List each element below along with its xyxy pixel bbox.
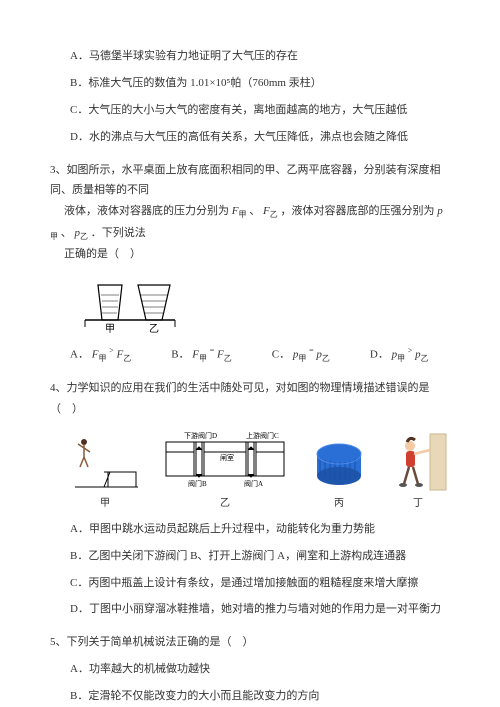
q4-option-c: C．丙图中瓶盖上设计有条纹，是通过增加接触面的粗糙程度来增大摩擦 — [70, 573, 450, 594]
q5-option-a: A．功率越大的机械做功越快 — [70, 659, 450, 680]
q3-stem-line3: 正确的是（ ） — [64, 248, 141, 260]
svg-text:上游阀门C: 上游阀门C — [246, 431, 279, 440]
q2-option-a: A．马德堡半球实验有力地证明了大气压的存在 — [70, 46, 450, 67]
q5-stem: 5、下列关于简单机械说法正确的是（ ） — [50, 632, 450, 653]
containers-svg: 甲 乙 — [80, 275, 180, 335]
q4-option-d: D．丁图中小丽穿溜冰鞋推墙，她对墙的推力与墙对她的作用力是一对平衡力 — [70, 599, 450, 620]
q4-option-a: A．甲图中跳水运动员起跳后上升过程中，动能转化为重力势能 — [70, 519, 450, 540]
q2-option-b: B．标准大气压的数值为 1.01×10⁵帕（760mm 汞柱） — [70, 73, 450, 94]
q3-choice-d: D． p甲 > p乙 — [370, 343, 429, 366]
q4-option-b: B．乙图中关闭下游阀门 B、打开上游阀门 A，闸室和上游构成连通器 — [70, 546, 450, 567]
q2-option-c: C．大气压的大小与大气的密度有关，离地面越高的地方，大气压越低 — [70, 100, 450, 121]
fig-bing: 丙 — [310, 434, 368, 513]
q3-stem-seg4: ．下列说法 — [91, 227, 146, 239]
svg-text:下游阀门D: 下游阀门D — [184, 431, 217, 440]
q4-stem: 4、力学知识的应用在我们的生活中随处可见，对如图的物理情境描述错误的是（ ） — [50, 378, 450, 420]
fig-jia: 甲 — [70, 432, 140, 513]
cap-yi: 乙 — [149, 323, 159, 335]
q3-choice-a: A． F甲 > F乙 — [70, 343, 131, 366]
q3-choices: A． F甲 > F乙 B． F甲 = F乙 C． p甲 = p乙 D． p甲 >… — [70, 343, 450, 366]
svg-text:闸室: 闸室 — [220, 453, 234, 462]
q3-figure: 甲 乙 — [80, 275, 450, 335]
q3-stem-seg3: ，液体对容器底部的压强分别为 — [280, 205, 437, 217]
fig-ding: 丁 — [388, 432, 448, 513]
fig-yi: 下游阀门D 上游阀门C 闸室 阀门B 阀门A 乙 — [160, 430, 290, 513]
svg-text:阀门B: 阀门B — [188, 479, 207, 488]
q5-option-b: B．定滑轮不仅能改变力的大小而且能改变力的方向 — [70, 686, 450, 707]
q3-stem: 3、如图所示，水平桌面上放有底面积相同的甲、乙两平底容器，分别装有深度相同、质量… — [50, 160, 450, 265]
q4-figures: 甲 下游阀门D 上游阀门C 闸室 阀门B 阀门A 乙 — [70, 430, 450, 513]
svg-text:阀门A: 阀门A — [244, 479, 263, 488]
q2-option-d: D．水的沸点与大气压的高低有关系，大气压降低，沸点也会随之降低 — [70, 127, 450, 148]
q3-stem-seg2: 液体，液体对容器底的压力分别为 — [64, 205, 232, 217]
q3-choice-b: B． F甲 = F乙 — [171, 343, 232, 366]
q3-choice-c: C． p甲 = p乙 — [272, 343, 330, 366]
q3-stem-line1: 3、如图所示，水平桌面上放有底面积相同的甲、乙两平底容器，分别装有深度相同、质量… — [50, 164, 441, 197]
cap-jia: 甲 — [105, 324, 115, 335]
